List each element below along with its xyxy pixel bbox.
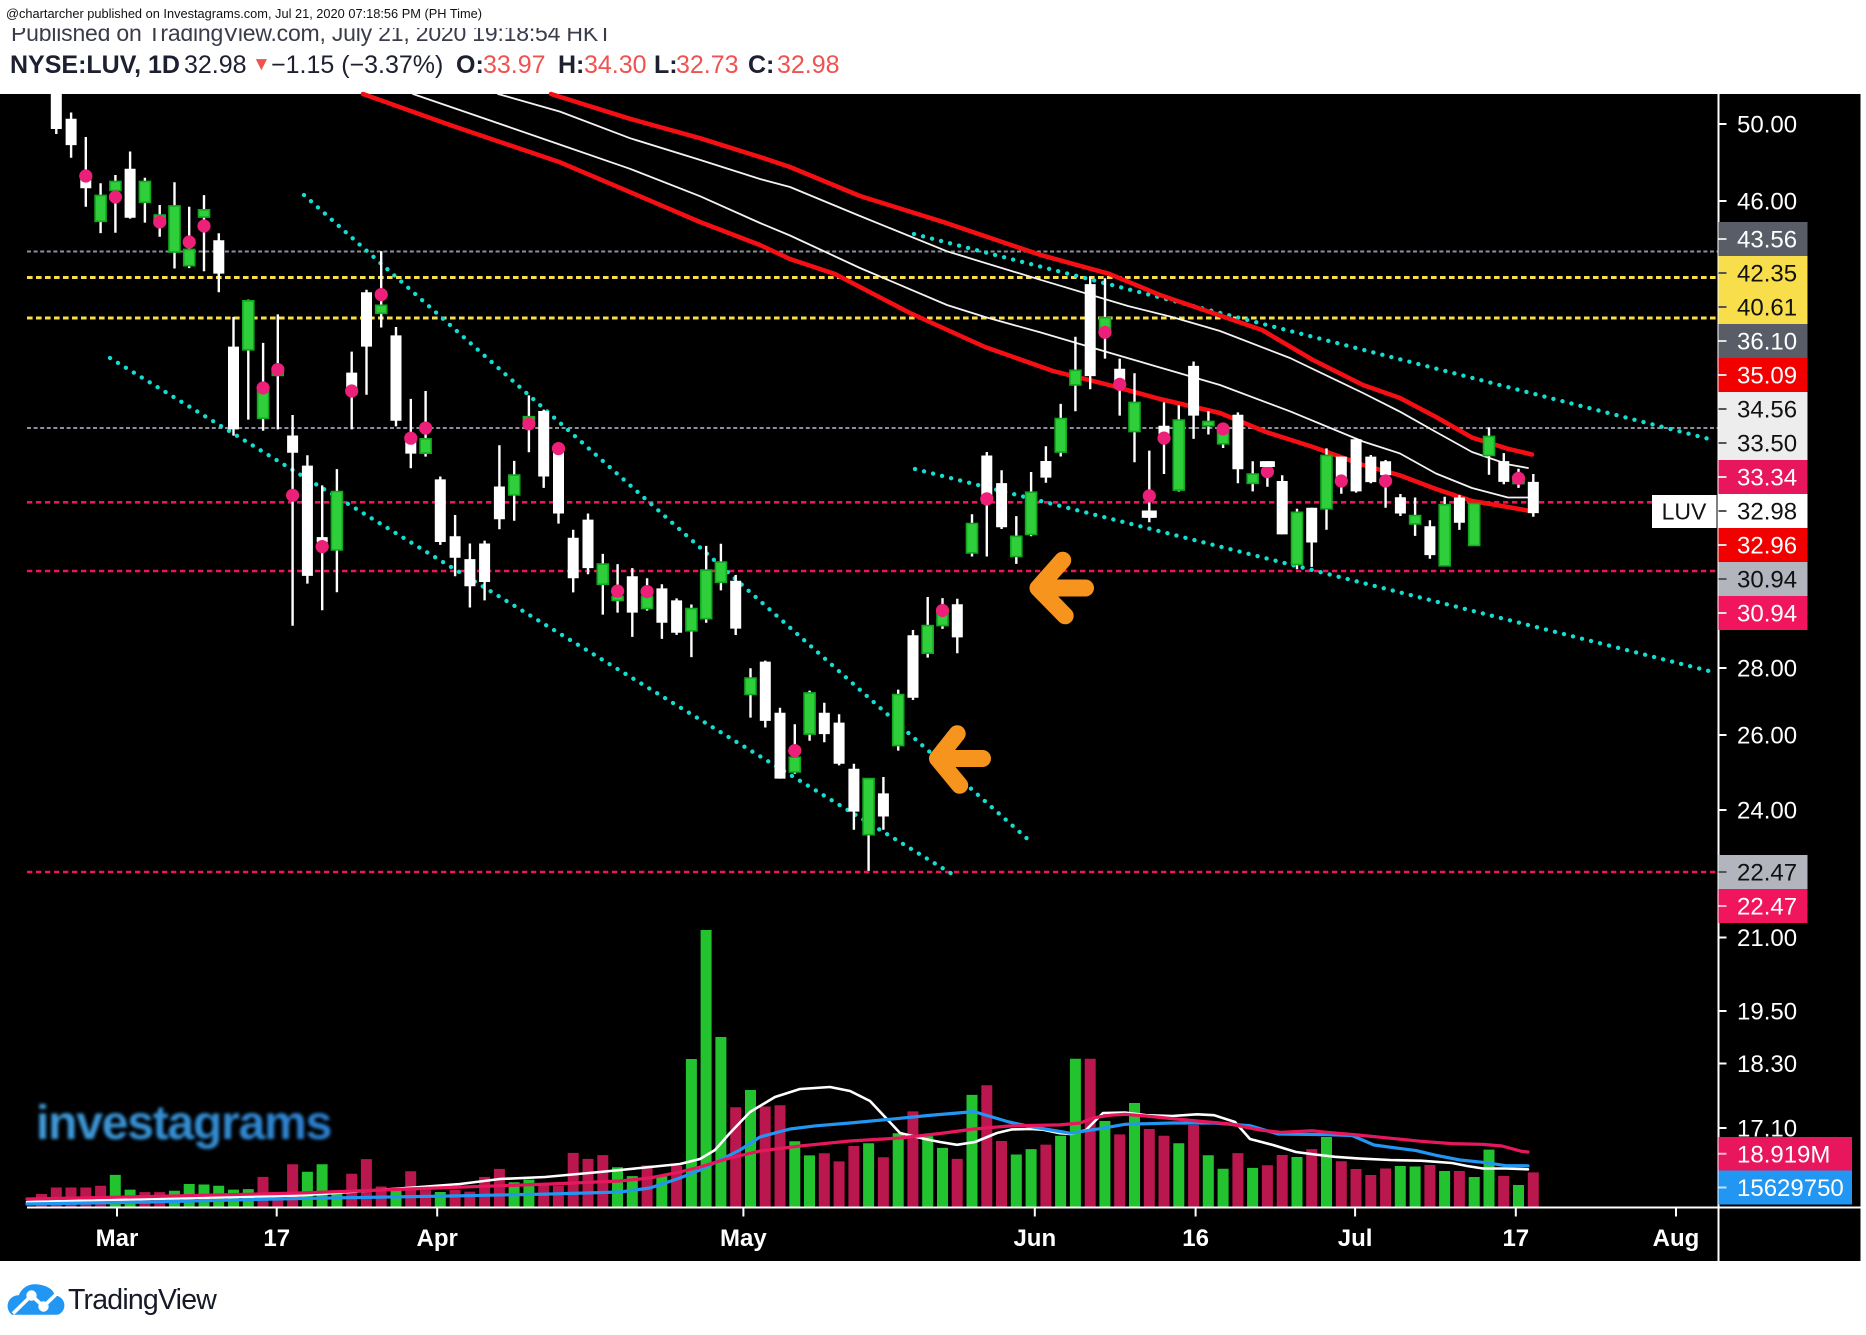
svg-text:24.00: 24.00 [1737, 798, 1797, 825]
svg-text:17: 17 [263, 1225, 290, 1252]
svg-text:42.35: 42.35 [1737, 261, 1797, 288]
svg-text:16: 16 [1182, 1225, 1209, 1252]
svg-text:May: May [720, 1225, 767, 1252]
svg-text:22.47: 22.47 [1737, 894, 1797, 921]
svg-text:Apr: Apr [417, 1225, 458, 1252]
svg-text:Aug: Aug [1653, 1225, 1700, 1252]
svg-text:35.09: 35.09 [1737, 363, 1797, 390]
svg-text:LUV: LUV [1662, 499, 1707, 525]
svg-text:Mar: Mar [96, 1225, 139, 1252]
svg-text:Jun: Jun [1013, 1225, 1056, 1252]
svg-text:43.56: 43.56 [1737, 227, 1797, 254]
svg-text:17: 17 [1502, 1225, 1529, 1252]
svg-text:18.919M: 18.919M [1737, 1141, 1830, 1168]
svg-text:36.10: 36.10 [1737, 329, 1797, 356]
svg-text:32.98: 32.98 [1737, 499, 1797, 526]
svg-text:Jul: Jul [1338, 1225, 1373, 1252]
svg-text:34.56: 34.56 [1737, 397, 1797, 424]
svg-text:50.00: 50.00 [1737, 112, 1797, 139]
svg-text:19.50: 19.50 [1737, 999, 1797, 1026]
svg-text:TradingView: TradingView [68, 1284, 217, 1316]
svg-text:28.00: 28.00 [1737, 656, 1797, 683]
svg-text:40.61: 40.61 [1737, 295, 1797, 322]
svg-text:22.47: 22.47 [1737, 860, 1797, 887]
svg-text:15629750: 15629750 [1737, 1175, 1844, 1202]
svg-text:32.96: 32.96 [1737, 533, 1797, 560]
svg-text:33.34: 33.34 [1737, 465, 1797, 492]
svg-text:investagrams: investagrams [36, 1097, 331, 1150]
svg-text:18.30: 18.30 [1737, 1051, 1797, 1078]
svg-text:33.50: 33.50 [1737, 431, 1797, 458]
svg-text:26.00: 26.00 [1737, 723, 1797, 750]
svg-text:30.94: 30.94 [1737, 601, 1797, 628]
svg-text:21.00: 21.00 [1737, 925, 1797, 952]
svg-text:30.94: 30.94 [1737, 567, 1797, 594]
svg-text:46.00: 46.00 [1737, 189, 1797, 216]
